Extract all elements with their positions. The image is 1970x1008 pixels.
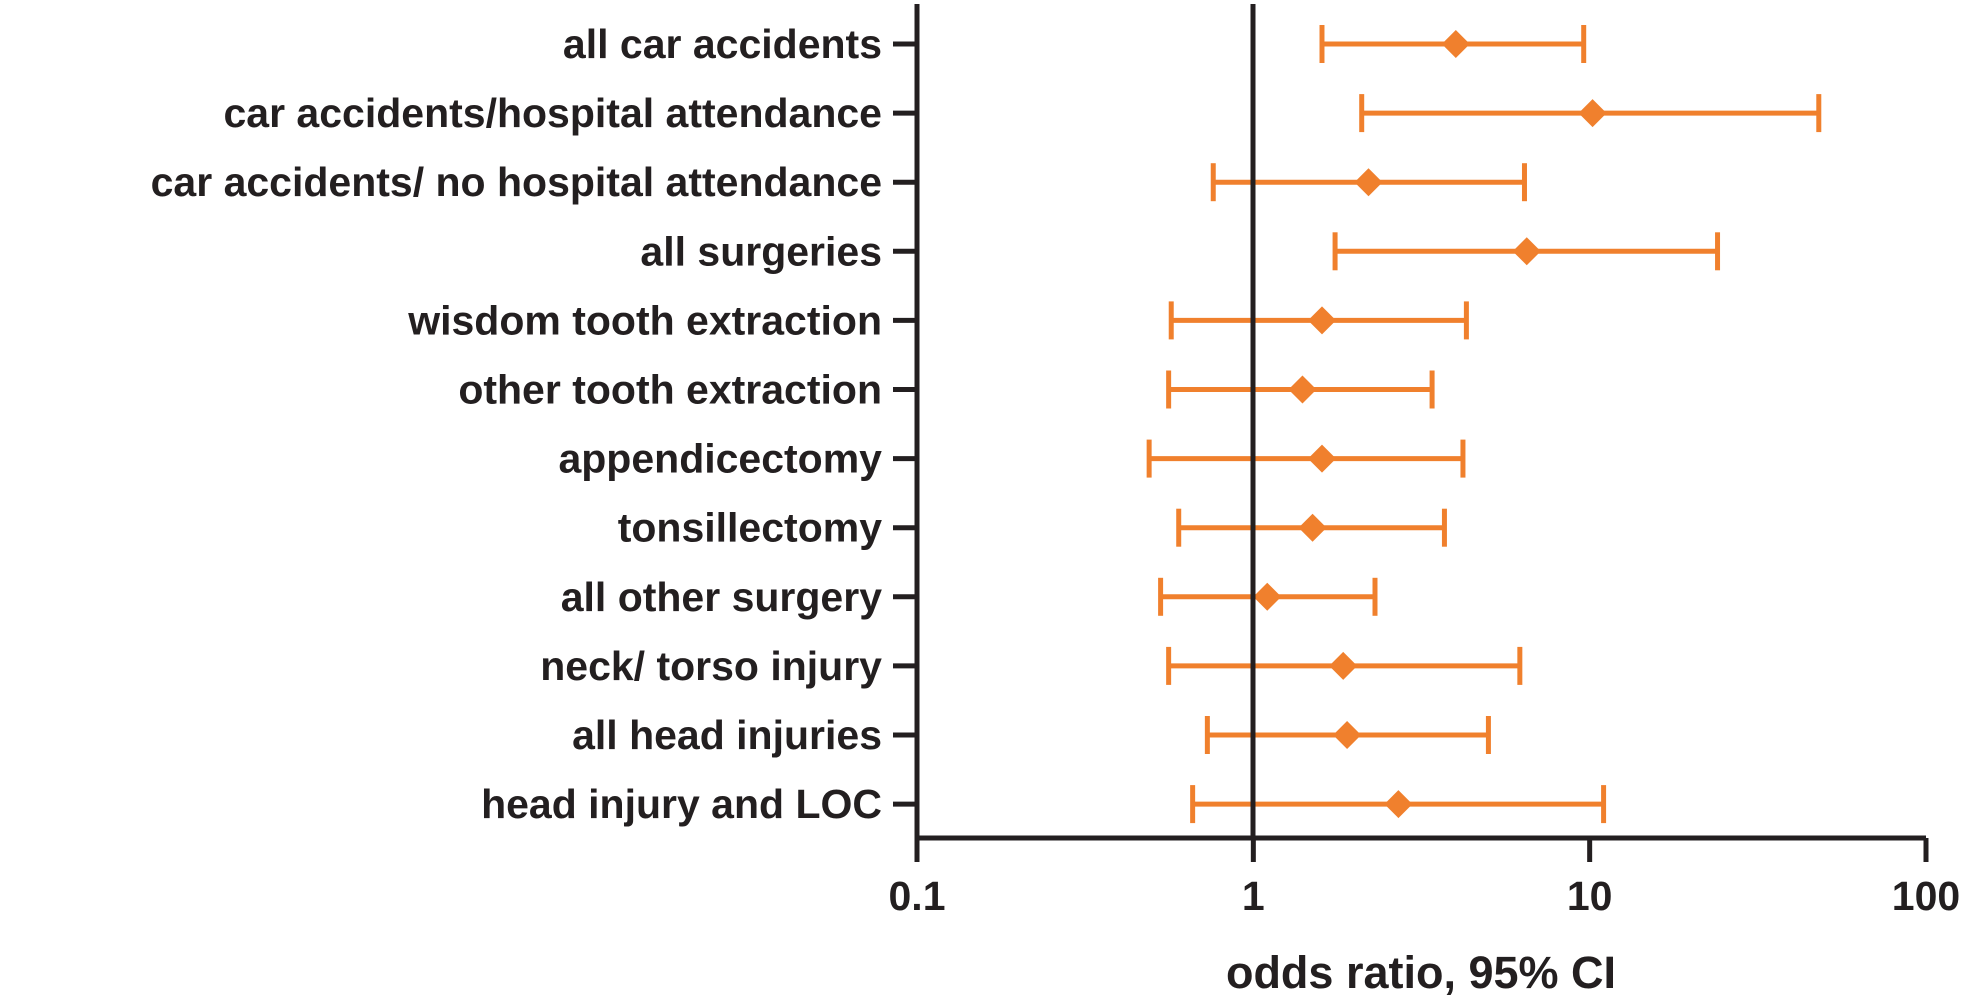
forest-row: all other surgery: [561, 574, 1378, 620]
x-tick-label: 100: [1892, 873, 1960, 919]
estimate-diamond: [1512, 237, 1541, 266]
category-label: car accidents/ no hospital attendance: [151, 159, 882, 205]
forest-row: other tooth extraction: [458, 367, 1435, 413]
x-tick-label: 1: [1242, 873, 1265, 919]
estimate-diamond: [1298, 513, 1327, 542]
forest-row: all surgeries: [640, 228, 1721, 274]
estimate-diamond: [1354, 168, 1383, 197]
forest-row: appendicectomy: [558, 436, 1466, 482]
forest-row: tonsillectomy: [618, 505, 1447, 551]
category-label: neck/ torso injury: [540, 643, 882, 689]
forest-row: neck/ torso injury: [540, 643, 1523, 689]
category-label: appendicectomy: [558, 436, 882, 482]
x-ticks-group: 0.1 1 10 100: [889, 838, 1960, 919]
category-label: all head injuries: [572, 712, 882, 758]
category-label: tonsillectomy: [618, 505, 882, 551]
estimate-diamond: [1441, 30, 1470, 58]
category-label: all car accidents: [563, 21, 882, 67]
forest-row: car accidents/ no hospital attendance: [151, 159, 1527, 205]
estimate-diamond: [1384, 790, 1413, 819]
estimate-diamond: [1578, 99, 1607, 128]
estimate-diamond: [1307, 306, 1336, 335]
forest-row: car accidents/hospital attendance: [223, 90, 1822, 136]
rows-group: all car accidents car accidents/hospital …: [151, 21, 1822, 827]
forest-row: all head injuries: [572, 712, 1491, 758]
x-tick-label: 10: [1567, 873, 1613, 919]
estimate-diamond: [1307, 444, 1336, 473]
estimate-diamond: [1253, 582, 1282, 611]
x-axis-title: odds ratio, 95% CI: [1226, 947, 1616, 998]
forest-row: head injury and LOC: [481, 781, 1607, 827]
category-label: other tooth extraction: [458, 367, 882, 413]
forest-row: all car accidents: [563, 21, 1587, 67]
estimate-diamond: [1329, 651, 1358, 680]
category-label: all other surgery: [561, 574, 882, 620]
forest-row: wisdom tooth extraction: [407, 297, 1469, 343]
category-label: all surgeries: [640, 228, 882, 274]
estimate-diamond: [1333, 721, 1362, 749]
category-label: wisdom tooth extraction: [407, 297, 882, 343]
x-tick-label: 0.1: [889, 873, 946, 919]
category-label: car accidents/hospital attendance: [223, 90, 882, 136]
estimate-diamond: [1288, 375, 1317, 404]
category-label: head injury and LOC: [481, 781, 882, 827]
axes-group: [914, 4, 1926, 841]
